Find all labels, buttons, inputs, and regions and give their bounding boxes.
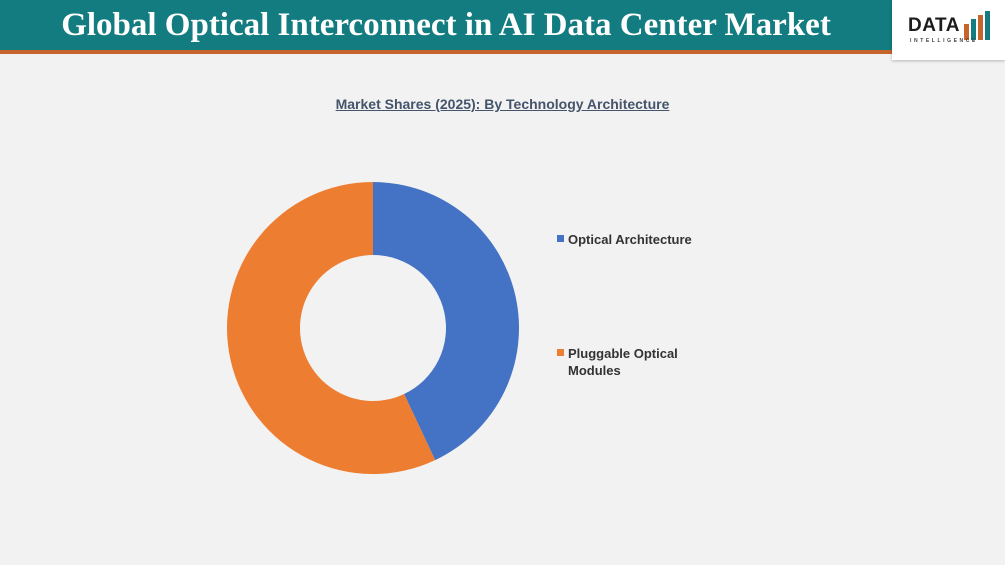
company-logo: DATA INTELLIGENCE	[892, 0, 1005, 60]
logo-subtitle: INTELLIGENCE	[910, 38, 978, 44]
donut-slice-optical-architecture	[373, 182, 519, 461]
legend-label: Pluggable Optical Modules	[568, 346, 678, 378]
header-accent-stripe	[0, 50, 892, 54]
chart-title: Market Shares (2025): By Technology Arch…	[335, 96, 670, 112]
page-title: Global Optical Interconnect in AI Data C…	[61, 7, 831, 43]
logo-wordmark: DATA	[908, 15, 960, 36]
legend-swatch-optical-architecture	[557, 235, 564, 242]
legend-label: Optical Architecture	[568, 232, 692, 247]
legend-swatch-pluggable-optical-modules	[557, 349, 564, 356]
bar-chart-icon	[964, 11, 990, 40]
header-bar	[0, 0, 892, 50]
donut-slice-pluggable-optical-modules	[226, 182, 436, 475]
